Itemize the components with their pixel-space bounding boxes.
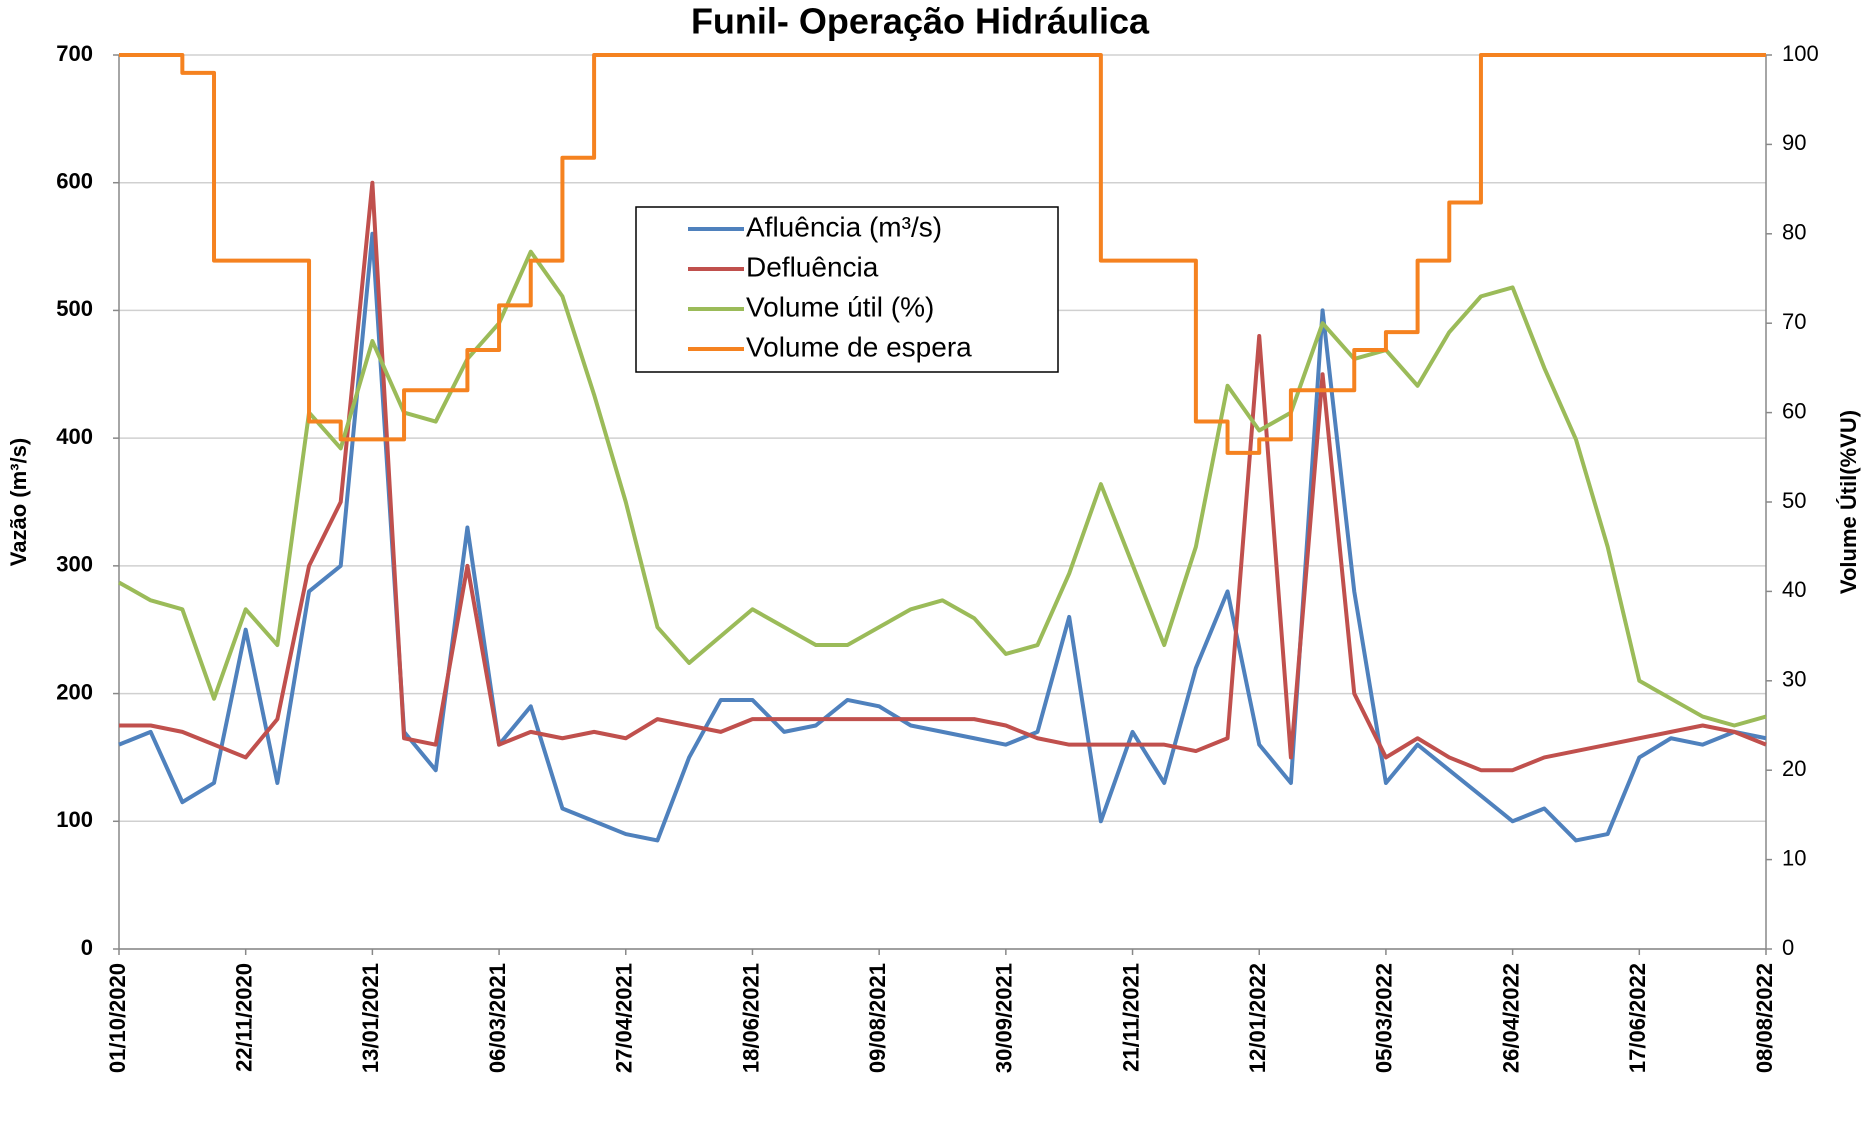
x-tick-label: 09/08/2021 xyxy=(865,963,890,1073)
x-tick-label: 30/09/2021 xyxy=(992,963,1017,1073)
x-tick-label: 01/10/2020 xyxy=(105,963,130,1073)
y2-tick-label: 70 xyxy=(1782,309,1806,334)
y-tick-label: 100 xyxy=(56,807,93,832)
y-tick-label: 600 xyxy=(56,169,93,194)
x-tick-label: 21/11/2021 xyxy=(1118,963,1143,1072)
y2-tick-label: 0 xyxy=(1782,935,1794,960)
legend-label: Defluência xyxy=(746,251,879,282)
y2-tick-label: 50 xyxy=(1782,488,1806,513)
x-tick-label: 22/11/2020 xyxy=(232,963,257,1072)
y-axis-title: Vazão (m³/s) xyxy=(6,438,31,566)
y-tick-label: 200 xyxy=(56,679,93,704)
x-tick-label: 08/08/2022 xyxy=(1752,963,1777,1073)
y-tick-label: 500 xyxy=(56,296,93,321)
y-tick-label: 0 xyxy=(81,935,93,960)
y2-tick-label: 30 xyxy=(1782,667,1806,692)
y2-tick-label: 60 xyxy=(1782,398,1806,423)
x-tick-label: 17/06/2022 xyxy=(1625,963,1650,1073)
series-line xyxy=(119,180,1767,773)
y2-axis-title: Volume Útil(%VU) xyxy=(1836,410,1861,594)
y2-tick-label: 10 xyxy=(1782,845,1806,870)
x-tick-label: 05/03/2022 xyxy=(1372,963,1397,1073)
y2-tick-label: 80 xyxy=(1782,220,1806,245)
series-line xyxy=(118,249,1767,728)
x-tick-label: 12/01/2022 xyxy=(1245,963,1270,1073)
chart-title: Funil- Operação Hidráulica xyxy=(691,1,1150,42)
x-tick-label: 27/04/2021 xyxy=(612,963,637,1073)
x-tick-label: 18/06/2021 xyxy=(738,963,763,1073)
y-tick-label: 400 xyxy=(56,424,93,449)
x-tick-label: 06/03/2021 xyxy=(485,963,510,1073)
y2-tick-label: 100 xyxy=(1782,41,1819,66)
y-tick-label: 700 xyxy=(56,41,93,66)
x-tick-label: 13/01/2021 xyxy=(358,963,383,1073)
x-tick-label: 26/04/2022 xyxy=(1498,963,1523,1073)
legend-label: Volume útil (%) xyxy=(746,291,934,322)
legend-label: Afluência (m³/s) xyxy=(746,211,942,242)
y2-tick-label: 20 xyxy=(1782,756,1806,781)
y2-tick-label: 40 xyxy=(1782,577,1806,602)
series-line xyxy=(119,53,1766,455)
legend-box xyxy=(635,206,1059,373)
legend-label: Volume de espera xyxy=(746,331,972,362)
y-tick-label: 300 xyxy=(56,552,93,577)
y2-tick-label: 90 xyxy=(1782,130,1806,155)
